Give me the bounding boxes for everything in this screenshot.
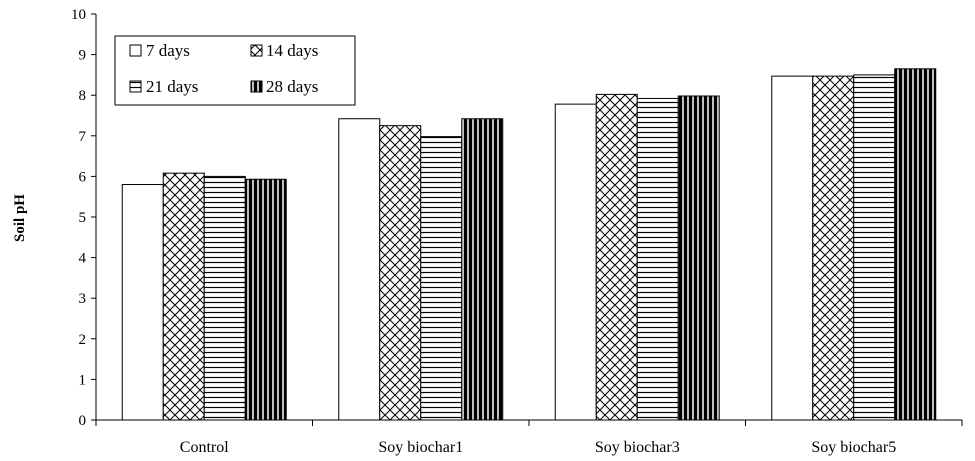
y-tick-label: 1 xyxy=(79,372,87,388)
y-tick-label: 7 xyxy=(79,129,87,145)
bar-control-21-days xyxy=(203,175,246,421)
bar-soy-biochar5-21-days xyxy=(853,74,896,421)
bar-soy-biochar3-28-days xyxy=(677,95,720,421)
y-tick-label: 8 xyxy=(79,88,87,104)
y-axis-title: Soil pH xyxy=(12,194,28,242)
x-tick-label-soy-biochar3: Soy biochar3 xyxy=(595,439,680,456)
y-tick-label: 0 xyxy=(79,413,87,429)
legend-label-14-days: 14 days xyxy=(266,41,318,60)
legend-swatch-14-days xyxy=(250,44,263,57)
bar-soy-biochar1-7-days xyxy=(338,118,381,421)
legend-box xyxy=(114,35,356,106)
bar-soy-biochar5-7-days xyxy=(771,75,814,421)
bar-soy-biochar3-14-days xyxy=(595,93,638,421)
y-tick-label: 10 xyxy=(71,7,86,23)
y-tick-label: 9 xyxy=(79,48,87,64)
y-tick-label: 6 xyxy=(79,169,87,185)
bar-soy-biochar5-28-days xyxy=(894,68,937,421)
legend-item-21-days: 21 days xyxy=(129,77,198,96)
bar-control-28-days xyxy=(244,178,287,421)
legend-item-7-days: 7 days xyxy=(129,41,190,60)
legend-item-14-days: 14 days xyxy=(250,41,318,60)
x-tick-label-soy-biochar1: Soy biochar1 xyxy=(378,439,463,456)
legend: 7 days 14 days 21 days 28 days xyxy=(114,35,356,106)
y-tick-label: 5 xyxy=(79,210,87,226)
bar-soy-biochar3-21-days xyxy=(636,97,679,421)
x-tick-label-soy-biochar5: Soy biochar5 xyxy=(811,439,896,456)
bar-control-7-days xyxy=(121,184,164,421)
x-tick-label-control: Control xyxy=(180,439,229,456)
legend-label-28-days: 28 days xyxy=(266,77,318,96)
legend-swatch-28-days xyxy=(250,80,263,93)
y-tick-label: 3 xyxy=(79,291,87,307)
legend-label-7-days: 7 days xyxy=(146,41,190,60)
bar-soy-biochar5-14-days xyxy=(812,75,855,421)
y-tick-label: 2 xyxy=(79,332,87,348)
legend-label-21-days: 21 days xyxy=(146,77,198,96)
y-axis: 0 1 2 3 4 5 6 7 8 9 10 xyxy=(71,7,97,429)
bar-soy-biochar1-21-days xyxy=(420,136,463,421)
legend-item-28-days: 28 days xyxy=(250,77,318,96)
bars xyxy=(121,68,937,421)
bar-soy-biochar1-28-days xyxy=(461,118,504,421)
bar-soy-biochar1-14-days xyxy=(379,125,422,421)
legend-swatch-21-days xyxy=(129,80,142,93)
bar-control-14-days xyxy=(162,172,205,421)
x-axis: Control Soy biochar1 Soy biochar3 Soy bioch… xyxy=(95,419,963,456)
y-tick-label: 4 xyxy=(79,251,87,267)
legend-swatch-7-days xyxy=(129,44,142,57)
bar-soy-biochar3-7-days xyxy=(554,103,597,421)
